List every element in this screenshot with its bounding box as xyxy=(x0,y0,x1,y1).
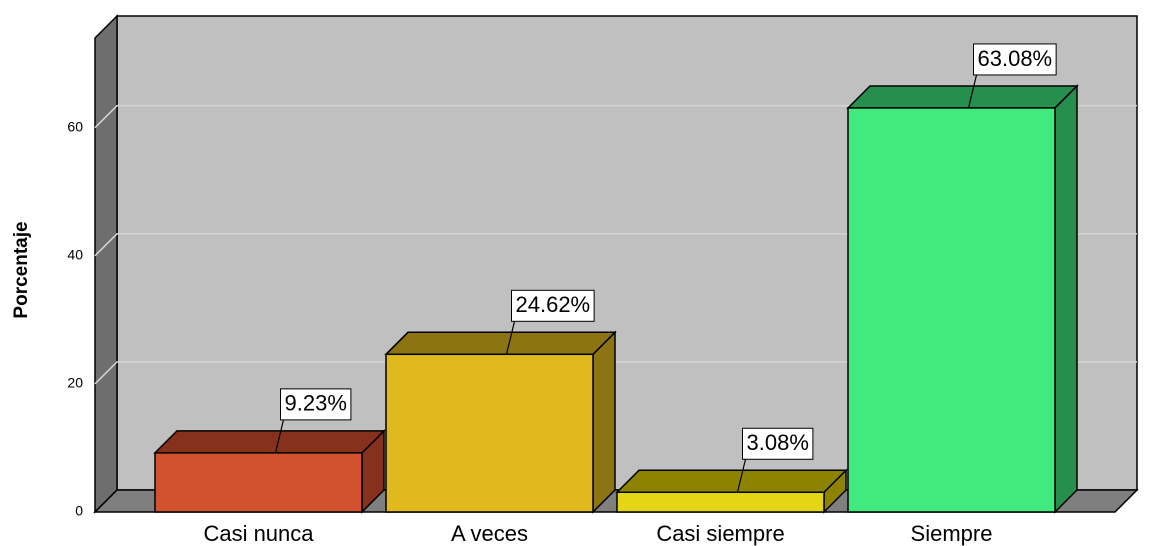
grid-line xyxy=(94,233,1137,257)
bar-top xyxy=(615,469,848,494)
value-label-box xyxy=(973,43,1057,76)
y-axis-label: Porcentaje xyxy=(11,221,32,318)
x-tick-label: Siempre xyxy=(911,521,993,546)
bar-side xyxy=(1054,84,1078,514)
left-wall xyxy=(94,14,118,514)
value-label: 3.08% xyxy=(747,430,809,455)
x-tick-label: Casi nunca xyxy=(203,521,314,546)
leader-line xyxy=(274,419,285,454)
value-label-box xyxy=(742,427,814,460)
value-label-box xyxy=(511,289,595,322)
value-label: 9.23% xyxy=(285,391,347,416)
value-label: 24.62% xyxy=(516,292,591,317)
leader-line xyxy=(505,321,516,355)
leader-line xyxy=(967,74,978,109)
x-tick-label: Casi siempre xyxy=(656,521,784,546)
y-tick-label: 60 xyxy=(67,118,83,134)
value-label: 63.08% xyxy=(978,46,1053,71)
value-label-box xyxy=(280,388,352,421)
bar-side xyxy=(592,330,616,514)
bar-top xyxy=(846,85,1079,109)
bar xyxy=(616,491,825,513)
grid-line xyxy=(94,104,1137,129)
bar xyxy=(847,107,1056,513)
x-tick-label: A veces xyxy=(451,521,528,546)
grid-line xyxy=(94,361,1137,385)
y-tick-label: 40 xyxy=(67,246,83,262)
y-tick-label: 0 xyxy=(75,503,83,519)
leader-line xyxy=(736,459,747,493)
bar xyxy=(385,353,594,513)
bar-top xyxy=(384,331,617,356)
bar-top xyxy=(153,430,386,454)
bar xyxy=(154,452,363,513)
y-tick-label: 20 xyxy=(67,375,83,391)
